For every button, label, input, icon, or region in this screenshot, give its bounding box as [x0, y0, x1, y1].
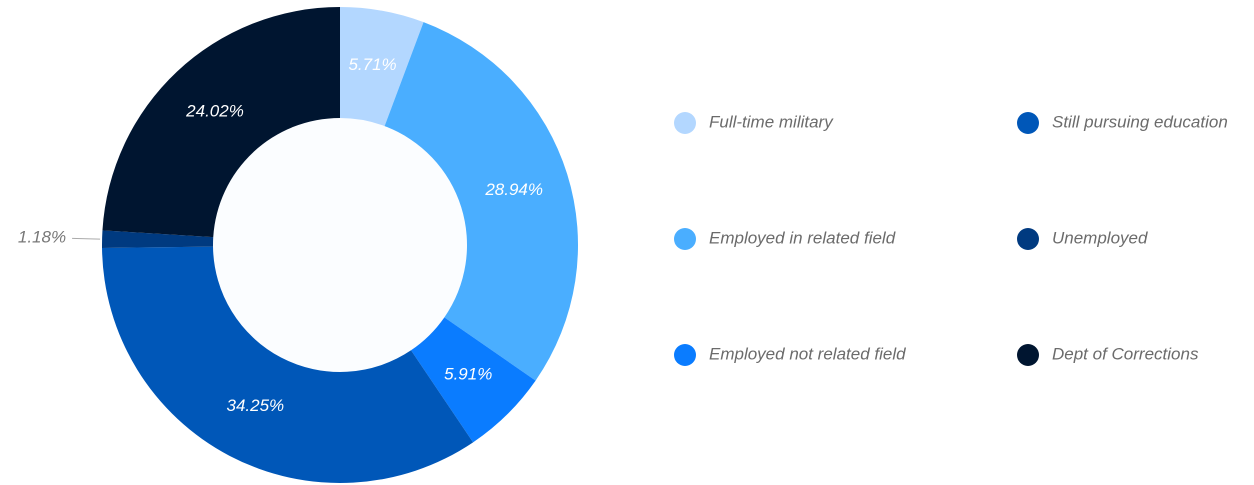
leader-line — [72, 237, 101, 240]
slice — [340, 7, 424, 127]
legend-label: Employed in related field — [709, 228, 896, 247]
legend-swatch — [1017, 228, 1039, 250]
legend-label: Still pursuing education — [1052, 112, 1228, 131]
legend-label: Full-time military — [709, 112, 834, 131]
data-label: 28.94% — [484, 180, 543, 199]
legend-label: Unemployed — [1052, 228, 1148, 247]
data-label: 34.25% — [226, 396, 284, 415]
legend-swatch — [1017, 344, 1039, 366]
legend-swatch — [674, 112, 696, 134]
slice — [102, 246, 474, 484]
legend-swatch — [674, 344, 696, 366]
data-label: 24.02% — [185, 102, 244, 121]
legend-swatch — [674, 228, 696, 250]
slice — [411, 317, 536, 443]
slice — [102, 7, 340, 238]
data-label: 5.71% — [348, 55, 396, 74]
legend-swatch — [1017, 112, 1039, 134]
legend-label: Dept of Corrections — [1052, 344, 1199, 363]
data-label: 1.18% — [18, 228, 66, 247]
donut-hole — [213, 118, 467, 372]
data-label: 5.91% — [444, 364, 492, 383]
slice — [102, 230, 214, 248]
slice — [384, 22, 579, 381]
legend-label: Employed not related field — [709, 344, 906, 363]
